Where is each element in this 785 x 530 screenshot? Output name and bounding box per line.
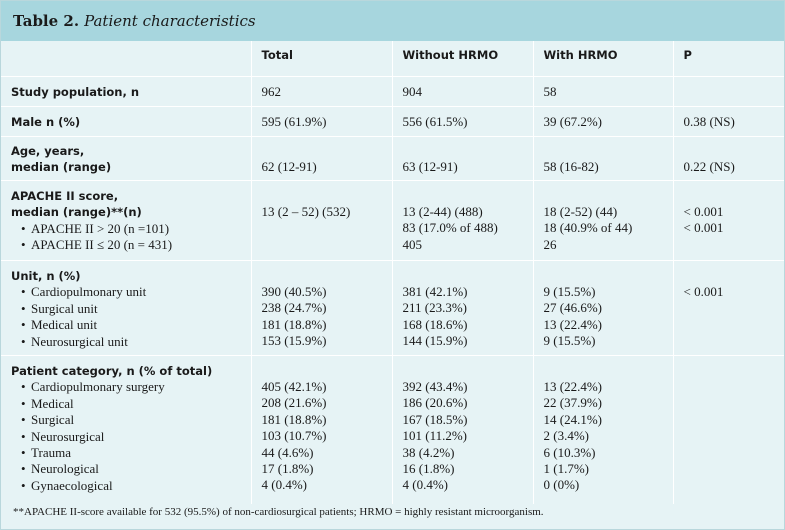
list-item: • Gynaecological	[21, 477, 113, 493]
cell-p: 0.38 (NS)	[683, 114, 735, 129]
list-item: • Neurological	[21, 461, 99, 477]
cell-with-hrmo: 58 (16-82)	[543, 159, 599, 174]
table-caption: Table 2. Patient characteristics	[1, 1, 784, 41]
cell-with-hrmo: 22 (37.9%)	[543, 395, 603, 411]
row-label: Age, years,	[11, 144, 85, 158]
cell-total: 208 (21.6%)	[261, 395, 327, 411]
cell-p: 0.22 (NS)	[683, 159, 735, 174]
cell-total: 181 (18.8%)	[261, 411, 327, 427]
cell-without-hrmo: 101 (11.2%)	[402, 428, 468, 444]
cell-total: 238 (24.7%)	[261, 300, 327, 316]
header-row: Total Without HRMO With HRMO P	[1, 41, 784, 77]
cell-without-hrmo: 4 (0.4%)	[402, 477, 449, 493]
list-item: • APACHE II > 20 (n =101)	[21, 220, 170, 236]
cell-with-hrmo: 1 (1.7%)	[543, 461, 590, 477]
row-label: Unit, n (%)	[11, 269, 81, 283]
list-item: • Neurosurgical	[21, 428, 105, 444]
cell-total: 962	[261, 84, 282, 99]
cell-with-hrmo: 27 (46.6%)	[543, 300, 603, 316]
cell-with-hrmo: 14 (24.1%)	[543, 411, 603, 427]
cell-with-hrmo: 9 (15.5%)	[543, 333, 596, 349]
cell-without-hrmo: 904	[402, 84, 423, 99]
table-footnote: **APACHE II-score available for 532 (95.…	[13, 506, 544, 518]
row-label: median (range)	[11, 160, 112, 175]
cell-without-hrmo: 63 (12-91)	[402, 159, 458, 174]
cell-with-hrmo: 58	[543, 84, 557, 99]
table-row: Unit, n (%) • Cardiopulmonary unit • Surgi…	[1, 260, 784, 356]
cell-total: 181 (18.8%)	[261, 316, 327, 332]
list-item: • APACHE II ≤ 20 (n = 431)	[21, 237, 173, 253]
table-title: Patient characteristics	[84, 12, 256, 30]
cell-total: 13 (2 – 52) (532)	[261, 204, 351, 219]
header-cell-with-hrmo: With HRMO	[533, 41, 674, 77]
cell-with-hrmo: 18 (2-52) (44)	[543, 204, 618, 219]
cell-with-hrmo: 0 (0%)	[543, 477, 580, 493]
list-item: • Neurosurgical unit	[21, 333, 128, 349]
table-row: Study population, n 962 904 58	[1, 76, 784, 107]
cell-without-hrmo: 381 (42.1%)	[402, 284, 468, 299]
cell-without-hrmo: 38 (4.2%)	[402, 444, 455, 460]
cell-without-hrmo: 186 (20.6%)	[402, 395, 468, 411]
cell-with-hrmo: 13 (22.4%)	[543, 379, 603, 394]
cell-without-hrmo: 405	[402, 236, 423, 252]
cell-without-hrmo: 16 (1.8%)	[402, 461, 455, 477]
table-row: Male n (%) 595 (61.9%) 556 (61.5%) 39 (6…	[1, 106, 784, 137]
cell-with-hrmo: 13 (22.4%)	[543, 316, 603, 332]
cell-p: < 0.001	[683, 284, 724, 299]
cell-without-hrmo: 211 (23.3%)	[402, 300, 468, 316]
list-item: • Cardiopulmonary unit	[21, 284, 147, 300]
cell-p: < 0.001	[683, 220, 724, 236]
cell-without-hrmo: 168 (18.6%)	[402, 316, 468, 332]
list-item: • Surgical unit	[21, 300, 98, 316]
row-label: APACHE II score,	[11, 189, 119, 203]
cell-total: 390 (40.5%)	[261, 284, 327, 299]
cell-with-hrmo: 18 (40.9% of 44)	[543, 220, 633, 236]
cell-total: 62 (12-91)	[261, 159, 317, 174]
cell-total: 103 (10.7%)	[261, 428, 327, 444]
cell-total: 44 (4.6%)	[261, 444, 314, 460]
list-item: • Medical unit	[21, 317, 98, 333]
cell-without-hrmo: 144 (15.9%)	[402, 333, 468, 349]
table-row: Age, years, median (range) 62 (12-91) 63…	[1, 136, 784, 181]
list-item: • Surgical	[21, 412, 75, 428]
list-item: • Trauma	[21, 445, 71, 461]
list-item: • Cardiopulmonary surgery	[21, 379, 165, 395]
cell-with-hrmo: 9 (15.5%)	[543, 284, 596, 299]
cell-total: 405 (42.1%)	[261, 379, 327, 394]
list-item: • Medical	[21, 395, 74, 411]
cell-total: 4 (0.4%)	[261, 477, 308, 493]
cell-without-hrmo: 167 (18.5%)	[402, 411, 468, 427]
table-row: APACHE II score, median (range)**(n) • AP…	[1, 180, 784, 261]
cell-total: 17 (1.8%)	[261, 461, 314, 477]
cell-without-hrmo: 392 (43.4%)	[402, 379, 468, 394]
cell-total: 153 (15.9%)	[261, 333, 327, 349]
header-cell-total: Total	[251, 41, 393, 77]
cell-with-hrmo: 6 (10.3%)	[543, 444, 596, 460]
table-number: Table 2.	[13, 12, 80, 30]
cell-without-hrmo: 13 (2-44) (488)	[402, 204, 483, 219]
cell-with-hrmo: 39 (67.2%)	[543, 114, 603, 129]
patient-characteristics-table: Total Without HRMO With HRMO P Study pop…	[1, 41, 784, 504]
row-label: Male n (%)	[11, 115, 81, 129]
row-label: Patient category, n (% of total)	[11, 364, 213, 378]
cell-with-hrmo: 2 (3.4%)	[543, 428, 590, 444]
cell-with-hrmo: 26	[543, 236, 557, 252]
cell-total: 595 (61.9%)	[261, 114, 327, 129]
row-label: Study population, n	[11, 85, 140, 99]
cell-without-hrmo: 83 (17.0% of 488)	[402, 220, 498, 236]
header-cell-label	[1, 41, 252, 77]
table-row: Patient category, n (% of total) • Cardio…	[1, 355, 784, 504]
header-cell-p: P	[673, 41, 784, 77]
cell-p: < 0.001	[683, 204, 724, 219]
row-label: median (range)**(n)	[11, 205, 142, 220]
cell-without-hrmo: 556 (61.5%)	[402, 114, 468, 129]
header-cell-without-hrmo: Without HRMO	[392, 41, 534, 77]
